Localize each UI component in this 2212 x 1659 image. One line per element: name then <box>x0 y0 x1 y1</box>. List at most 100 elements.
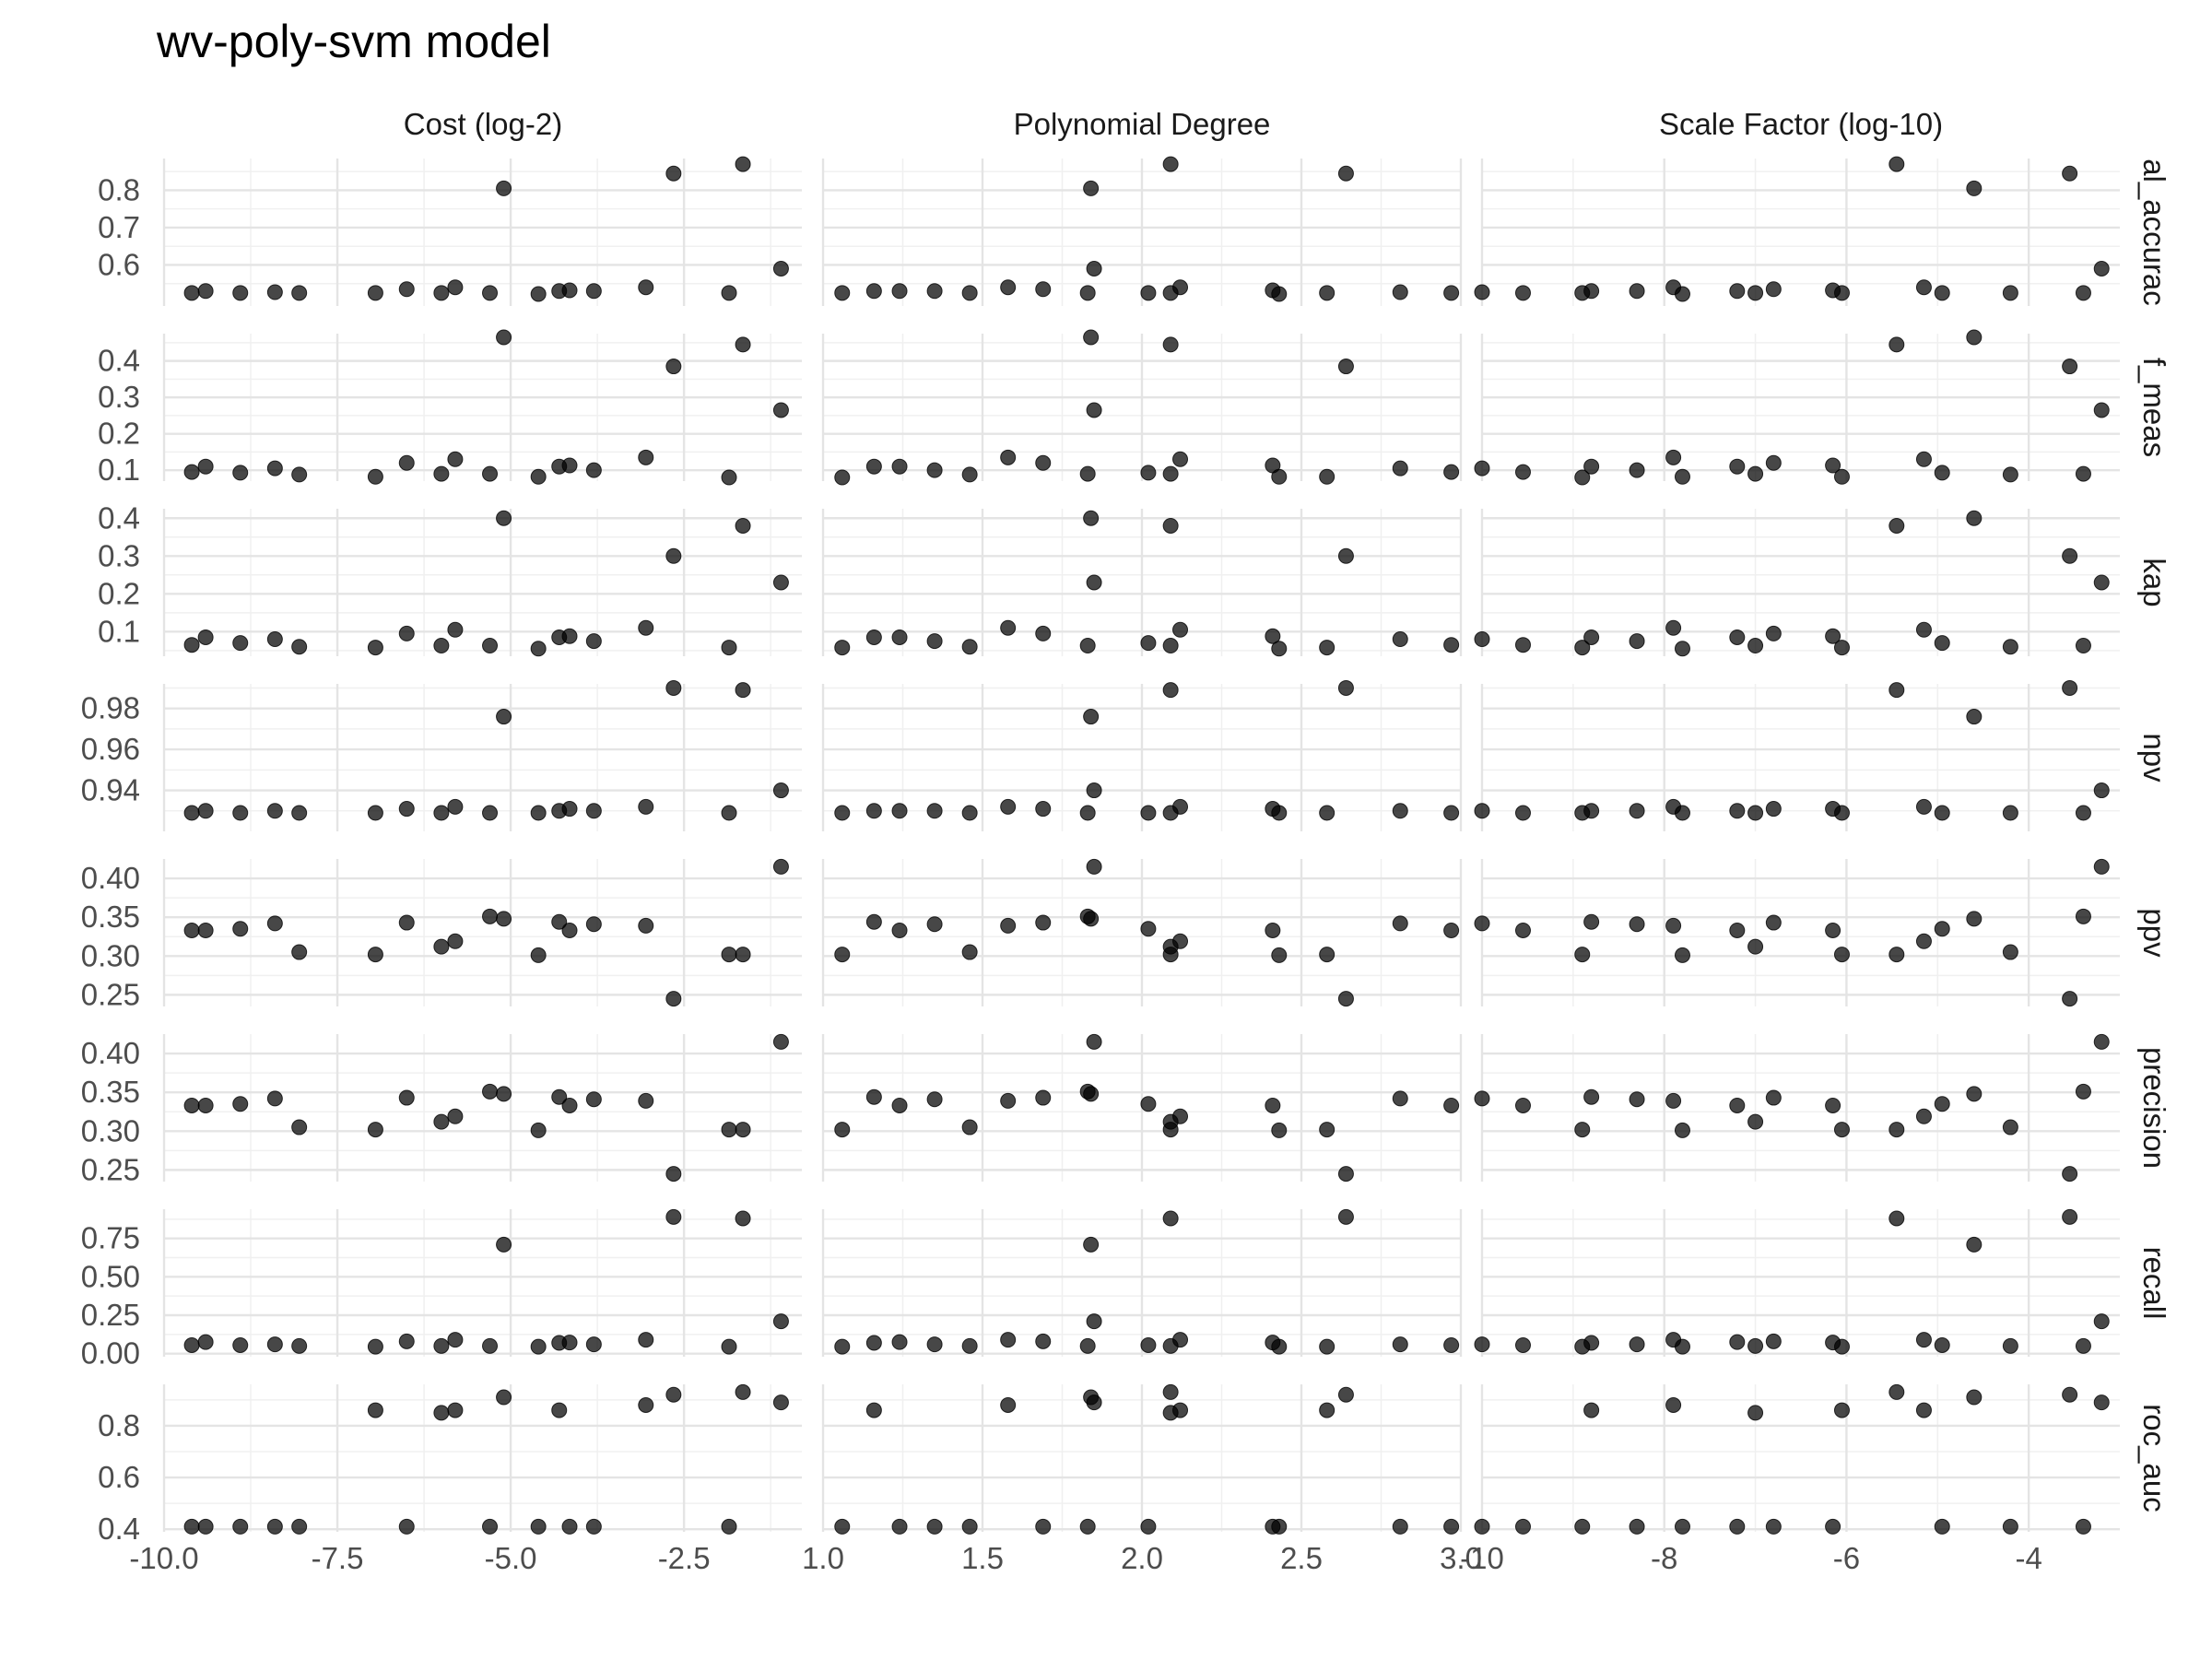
data-point <box>1000 1332 1017 1348</box>
x-tick-label: 2.0 <box>1121 1541 1163 1575</box>
data-point <box>530 1338 547 1355</box>
data-point <box>1162 1122 1179 1138</box>
data-point <box>1934 1518 1950 1535</box>
data-point <box>367 947 383 963</box>
data-point <box>2075 908 2091 924</box>
data-point <box>926 1091 943 1108</box>
data-point <box>721 640 737 656</box>
data-point <box>1162 336 1179 353</box>
data-point <box>1825 922 1841 938</box>
data-point <box>1443 805 1460 821</box>
data-point <box>1747 285 1764 301</box>
data-point <box>1629 1336 1645 1353</box>
y-tick-label: 0.94 <box>81 773 140 807</box>
data-point <box>1392 1090 1408 1107</box>
data-point <box>496 1389 512 1406</box>
data-point <box>1035 1518 1052 1535</box>
data-point <box>367 805 383 821</box>
data-point <box>2075 1083 2091 1100</box>
data-point <box>2062 165 2078 182</box>
data-point <box>665 165 682 182</box>
data-point <box>1086 858 1102 875</box>
data-point <box>1915 798 1932 815</box>
data-point <box>721 947 737 963</box>
data-point <box>665 547 682 564</box>
y-tick-label: 0.2 <box>98 417 140 451</box>
y-tick-label: 0.1 <box>98 453 140 487</box>
data-point <box>1915 451 1932 467</box>
data-point <box>2062 991 2078 1007</box>
data-point <box>834 640 851 656</box>
data-point <box>665 1386 682 1403</box>
data-point <box>197 922 214 938</box>
data-point <box>1000 917 1017 934</box>
data-point <box>1000 449 1017 465</box>
data-point <box>638 1332 654 1348</box>
data-point <box>1765 454 1782 471</box>
data-point <box>1665 1332 1682 1348</box>
data-point <box>2002 1518 2018 1535</box>
data-point <box>1319 947 1335 963</box>
data-point <box>183 1097 200 1113</box>
data-point <box>197 1518 214 1535</box>
facet-row-label: kap <box>2137 558 2171 606</box>
data-point <box>2093 1394 2110 1411</box>
data-point <box>585 283 602 300</box>
data-point <box>1514 464 1531 480</box>
data-point <box>1514 922 1531 938</box>
data-point <box>1629 1091 1645 1108</box>
data-point <box>1674 1518 1690 1535</box>
facet-row-label: precision <box>2137 1047 2171 1169</box>
chart-title: wv-poly-svm model <box>156 16 551 67</box>
data-point <box>834 1338 851 1355</box>
data-point <box>1729 1334 1746 1350</box>
data-point <box>2062 679 2078 696</box>
data-point <box>1162 947 1179 963</box>
data-point <box>496 510 512 526</box>
data-point <box>638 619 654 636</box>
data-point <box>665 679 682 696</box>
data-point <box>232 465 249 481</box>
data-point <box>1337 1386 1354 1403</box>
data-point <box>772 1033 789 1050</box>
facet-column-label: Polynomial Degree <box>1014 107 1271 141</box>
data-point <box>2093 574 2110 591</box>
data-point <box>721 469 737 486</box>
data-point <box>1140 465 1157 481</box>
data-point <box>482 1518 499 1535</box>
data-point <box>561 1335 578 1351</box>
data-point <box>197 1334 214 1350</box>
data-point <box>1514 285 1531 301</box>
data-point <box>1140 921 1157 937</box>
y-tick-label: 0.6 <box>98 247 140 281</box>
data-point <box>1747 638 1764 654</box>
data-point <box>1583 629 1600 645</box>
data-point <box>433 1405 450 1421</box>
y-tick-label: 0.96 <box>81 732 140 766</box>
data-point <box>926 1336 943 1353</box>
data-point <box>496 180 512 196</box>
data-point <box>638 1396 654 1413</box>
data-point <box>232 635 249 652</box>
data-point <box>1083 911 1100 927</box>
data-point <box>585 462 602 478</box>
y-tick-label: 0.4 <box>98 1512 140 1546</box>
x-tick-label: -6 <box>1833 1541 1860 1575</box>
data-point <box>1265 1518 1281 1535</box>
data-point <box>1079 1337 1096 1354</box>
y-tick-label: 0.30 <box>81 1113 140 1147</box>
x-tick-label: -4 <box>2015 1541 2041 1575</box>
data-point <box>266 803 283 819</box>
data-point <box>1086 260 1102 276</box>
data-point <box>1833 1122 1850 1138</box>
data-point <box>1086 782 1102 799</box>
data-point <box>1172 933 1189 949</box>
data-point <box>1443 464 1460 480</box>
data-point <box>735 947 751 963</box>
data-point <box>1934 465 1950 481</box>
data-point <box>1729 1097 1746 1113</box>
data-point <box>2002 944 2018 960</box>
data-point <box>447 1402 464 1418</box>
data-point <box>1765 1333 1782 1349</box>
data-point <box>1888 947 1905 963</box>
